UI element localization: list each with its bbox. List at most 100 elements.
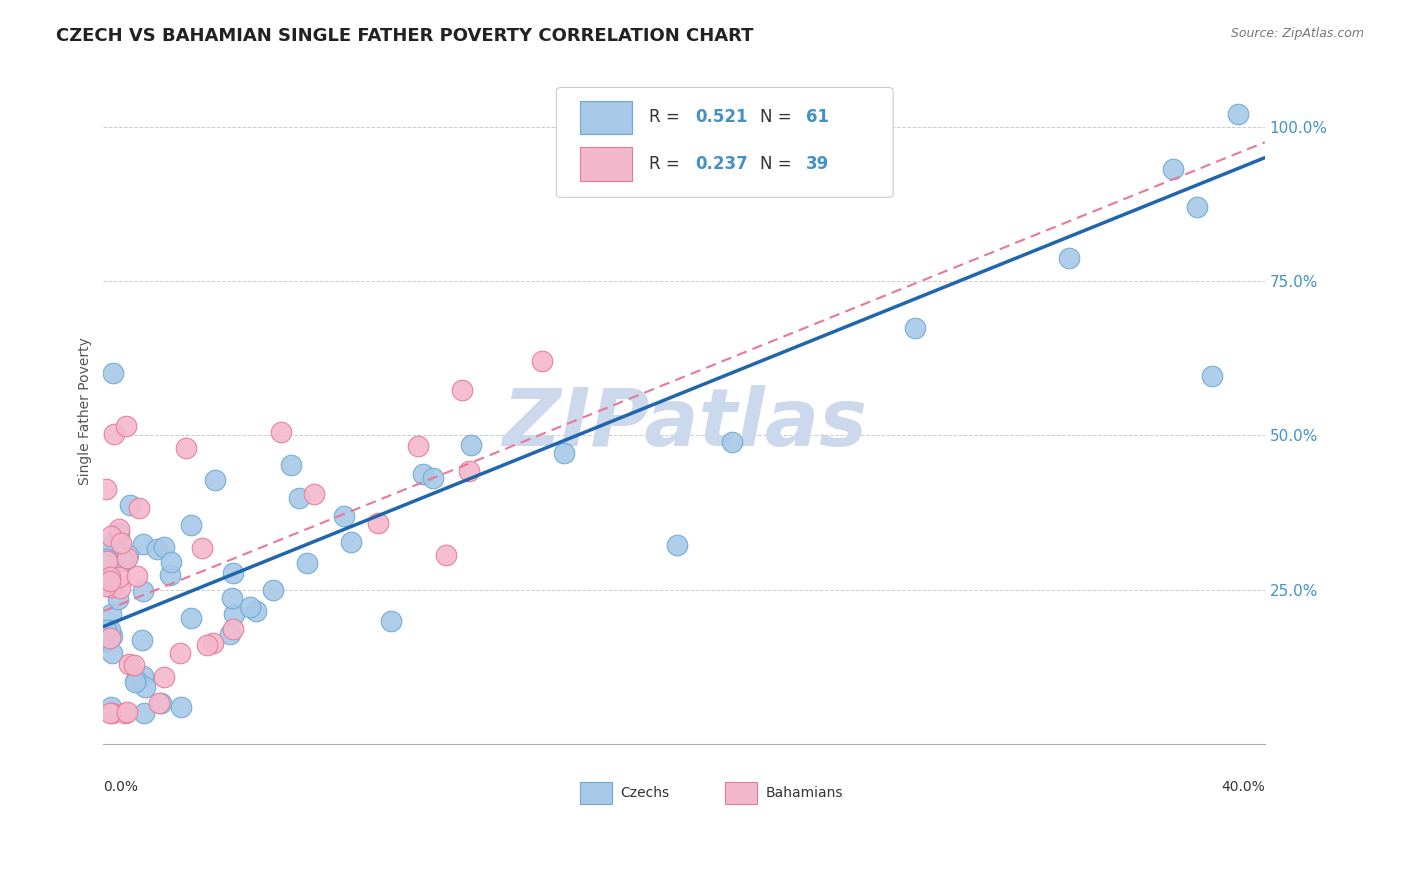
Point <box>159 567 181 582</box>
Point <box>553 446 575 460</box>
Point <box>115 705 138 719</box>
Point <box>132 669 155 683</box>
Point <box>270 425 292 440</box>
Point <box>98 632 121 646</box>
Point <box>195 638 218 652</box>
Text: 61: 61 <box>806 109 830 127</box>
Point <box>222 566 245 580</box>
Point <box>903 321 925 335</box>
Point <box>406 439 429 453</box>
Point <box>333 509 356 524</box>
Point <box>103 427 125 442</box>
Text: CZECH VS BAHAMIAN SINGLE FATHER POVERTY CORRELATION CHART: CZECH VS BAHAMIAN SINGLE FATHER POVERTY … <box>56 27 754 45</box>
Point <box>96 482 118 496</box>
Point <box>280 458 302 473</box>
Point <box>131 633 153 648</box>
Point <box>148 696 170 710</box>
Point <box>295 557 318 571</box>
Text: ZIPatlas: ZIPatlas <box>502 385 866 463</box>
Text: N =: N = <box>759 109 796 127</box>
Point <box>412 467 434 482</box>
Point <box>191 541 214 556</box>
Point <box>107 541 129 556</box>
Point <box>100 580 122 594</box>
Point <box>1227 107 1250 121</box>
Point <box>170 699 193 714</box>
Point <box>201 636 224 650</box>
Text: R =: R = <box>650 109 685 127</box>
Point <box>98 569 121 583</box>
Point <box>101 366 124 380</box>
Point <box>1201 368 1223 383</box>
Bar <box>579 782 612 804</box>
Point <box>1057 252 1080 266</box>
Text: N =: N = <box>759 155 796 173</box>
Point <box>108 581 131 595</box>
Point <box>287 491 309 505</box>
Point <box>1161 162 1184 177</box>
Point <box>460 438 482 452</box>
Point <box>125 569 148 583</box>
Point <box>262 582 284 597</box>
Point <box>152 540 174 554</box>
Point <box>125 673 148 687</box>
Text: Bahamians: Bahamians <box>765 786 844 800</box>
Point <box>222 622 245 636</box>
Bar <box>579 147 631 181</box>
Point <box>422 470 444 484</box>
Point <box>101 647 124 661</box>
Point <box>115 550 138 565</box>
Point <box>132 584 155 599</box>
Text: 39: 39 <box>806 155 830 173</box>
Point <box>224 607 246 621</box>
Point <box>98 574 121 589</box>
Text: R =: R = <box>650 155 685 173</box>
Point <box>112 552 135 566</box>
Point <box>98 623 121 637</box>
Point <box>124 675 146 690</box>
Point <box>115 419 138 434</box>
Point <box>110 536 132 550</box>
Point <box>218 627 240 641</box>
Point <box>96 575 118 590</box>
FancyBboxPatch shape <box>557 87 893 197</box>
Point <box>114 706 136 720</box>
Text: 0.237: 0.237 <box>696 155 748 173</box>
Point <box>100 607 122 621</box>
Point <box>128 500 150 515</box>
Point <box>380 615 402 629</box>
Point <box>152 670 174 684</box>
Point <box>96 633 118 648</box>
Point <box>117 548 139 562</box>
Point <box>245 604 267 618</box>
Point <box>103 533 125 548</box>
Text: Czechs: Czechs <box>620 786 669 800</box>
Point <box>100 529 122 543</box>
Point <box>100 700 122 714</box>
Point <box>451 383 474 397</box>
Point <box>169 646 191 660</box>
Text: 0.521: 0.521 <box>696 109 748 127</box>
Point <box>122 658 145 673</box>
Point <box>100 706 122 720</box>
Point <box>134 680 156 694</box>
Point <box>160 555 183 569</box>
Point <box>100 539 122 553</box>
Point <box>134 706 156 720</box>
Point <box>101 629 124 643</box>
Point <box>174 441 197 455</box>
Point <box>304 487 326 501</box>
Bar <box>724 782 758 804</box>
Point <box>531 354 554 368</box>
Y-axis label: Single Father Poverty: Single Father Poverty <box>79 336 93 484</box>
Point <box>458 464 481 478</box>
Point <box>1185 200 1208 214</box>
Point <box>239 599 262 614</box>
Point <box>340 535 363 549</box>
Point <box>146 542 169 557</box>
Text: 0.0%: 0.0% <box>104 780 138 795</box>
Bar <box>579 101 631 134</box>
Point <box>96 551 118 566</box>
Point <box>434 548 457 562</box>
Point <box>96 554 118 568</box>
